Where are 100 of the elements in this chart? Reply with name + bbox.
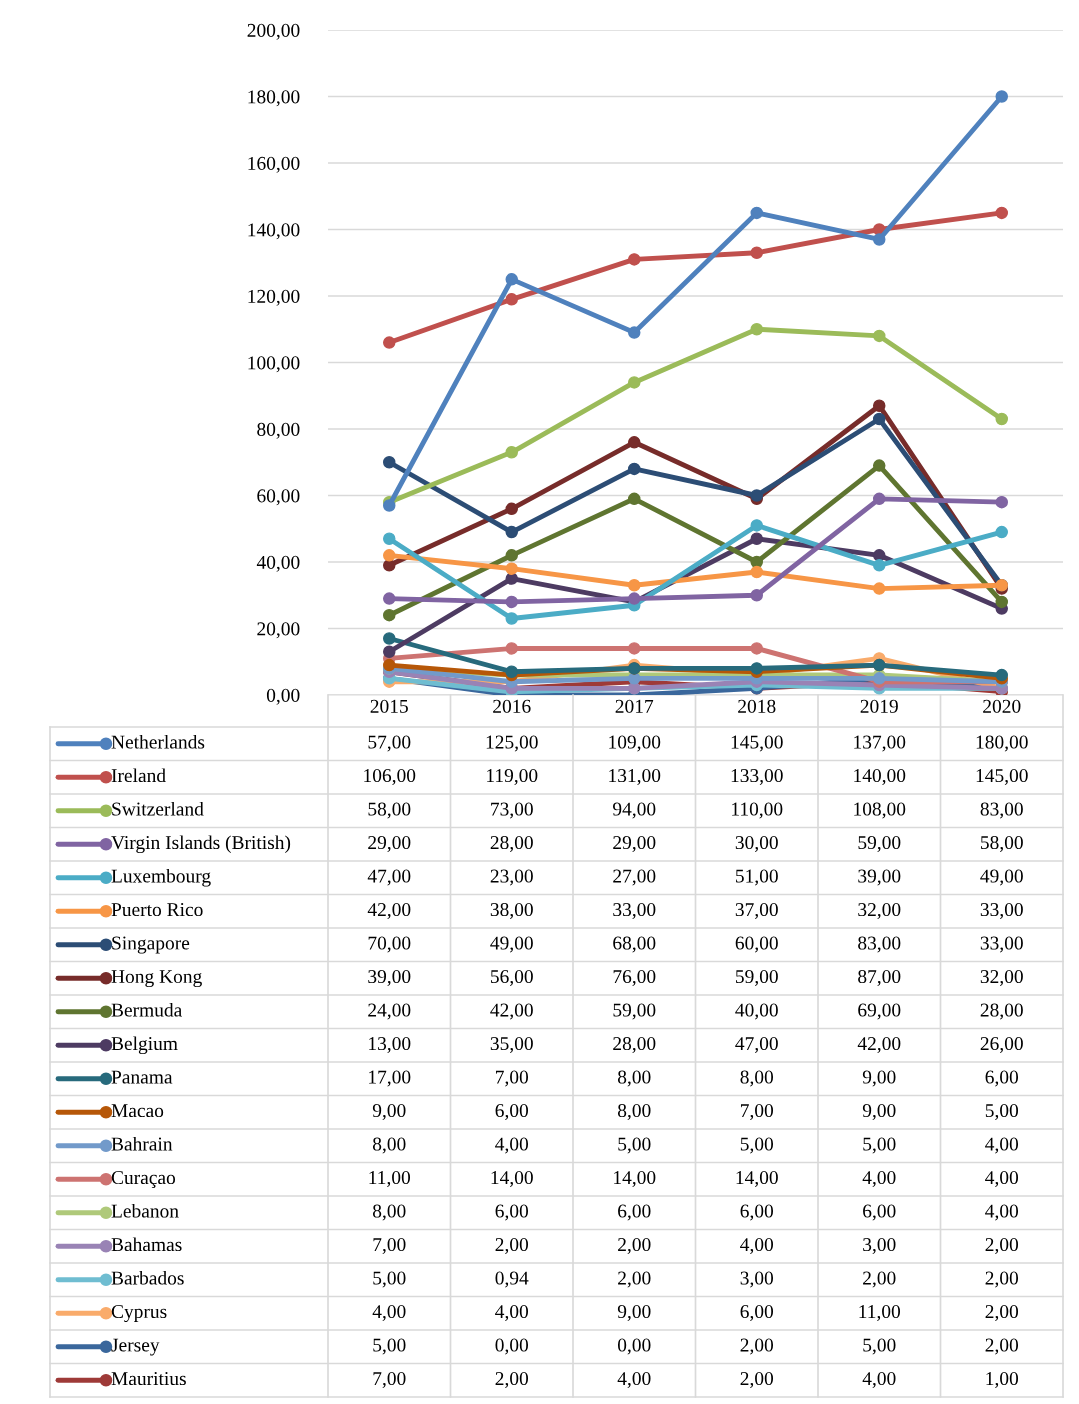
data-label: 5,00 [863,1137,896,1154]
data-label: 2,00 [495,1372,529,1388]
data-label: 14,00 [491,1171,533,1187]
data-label: 8,00 [372,1204,406,1221]
data-label: 7,00 [741,1104,774,1120]
x-tick-label: 2019 [860,699,898,713]
data-label: 73,00 [491,802,533,819]
data-label: 2,00 [863,1271,896,1288]
data-label: 3,00 [863,1238,896,1254]
data-label: 131,00 [609,769,661,785]
data-label: 0,00 [495,1338,529,1355]
legend-label: Bahamas [111,1237,182,1252]
data-label: 2,00 [985,1305,1019,1321]
legend-label: Bahrain [111,1136,173,1151]
point [627,462,641,476]
legend-label: Netherlands [111,734,205,749]
point [382,532,396,545]
data-label: 180,00 [976,735,1028,752]
data-label: 49,00 [980,869,1023,886]
point [505,612,519,625]
data-label: 11,00 [859,1305,901,1321]
x-tick-label: 2020 [983,699,1021,713]
point [750,246,764,260]
legend-label: Switzerland [112,801,204,816]
point [382,455,396,469]
y-tick-label: 20,00 [257,622,300,639]
point [505,642,519,655]
data-label: 0,94 [495,1271,529,1288]
point [627,492,641,506]
data-label: 125,00 [486,735,538,752]
data-label: 145,00 [976,769,1028,785]
point [872,329,886,343]
data-label: 24,00 [368,1003,411,1020]
data-label: 4,00 [372,1305,406,1321]
point [627,436,641,449]
data-label: 13,00 [369,1037,411,1053]
data-label: 33,00 [613,903,656,919]
data-label: 33,00 [980,936,1023,953]
data-label: 42,00 [857,1037,901,1053]
point [505,572,519,585]
data-label: 69,00 [858,1003,901,1020]
y-tick-label: 40,00 [256,555,300,572]
data-label: 145,00 [731,735,783,752]
point [382,645,396,659]
data-label: 47,00 [735,1037,778,1053]
legend-label: Jersey [111,1338,160,1356]
data-label: 30,00 [735,836,778,852]
data-label: 32,00 [980,970,1023,986]
data-label: 1,00 [986,1372,1019,1388]
point [872,412,886,426]
data-label: 4,00 [617,1372,651,1388]
legend-label: Virgin Islands (British) [111,835,291,854]
data-label: 4,00 [985,1204,1019,1221]
point [505,562,519,575]
y-tick-label: 80,00 [257,422,300,439]
data-label: 109,00 [609,735,661,752]
point [505,665,519,678]
data-label: 83,00 [858,936,901,953]
legend-label: Singapore [112,936,190,954]
data-label: 47,00 [367,869,411,886]
point [750,322,764,336]
data-label: 4,00 [985,1137,1019,1154]
data-label: 94,00 [613,802,656,819]
data-label: 17,00 [369,1070,411,1087]
point [872,233,886,246]
data-label: 110,00 [732,802,783,819]
point [382,658,396,672]
point [750,642,764,655]
data-label: 5,00 [373,1271,406,1288]
point [872,399,886,412]
data-label: 3,00 [740,1271,774,1288]
data-label: 5,00 [740,1137,774,1154]
point [872,459,886,472]
data-label: 27,00 [613,869,656,886]
data-label: 4,00 [495,1305,529,1321]
y-tick-label: 160,00 [248,156,300,173]
data-label: 9,00 [617,1305,651,1321]
data-label: 26,00 [980,1037,1023,1053]
point [750,489,764,502]
data-label: 2,00 [618,1238,651,1254]
legend-label: Luxembourg [111,868,211,887]
y-tick-label: 100,00 [248,356,300,373]
data-label: 6,00 [740,1204,774,1221]
data-label: 32,00 [858,903,901,919]
data-label: 2,00 [985,1338,1019,1355]
point [505,549,519,562]
legend-label: Mauritius [111,1372,186,1386]
data-label: 119,00 [487,769,538,785]
data-label: 39,00 [858,869,901,886]
point [382,336,396,349]
data-label: 14,00 [614,1171,656,1187]
point [995,525,1009,539]
point [995,595,1009,609]
point [382,499,396,512]
data-label: 23,00 [490,869,533,886]
data-label: 59,00 [858,836,901,852]
legend-label: Barbados [111,1270,184,1285]
data-label: 28,00 [490,836,533,852]
data-label: 4,00 [862,1171,896,1187]
data-label: 4,00 [862,1372,896,1388]
